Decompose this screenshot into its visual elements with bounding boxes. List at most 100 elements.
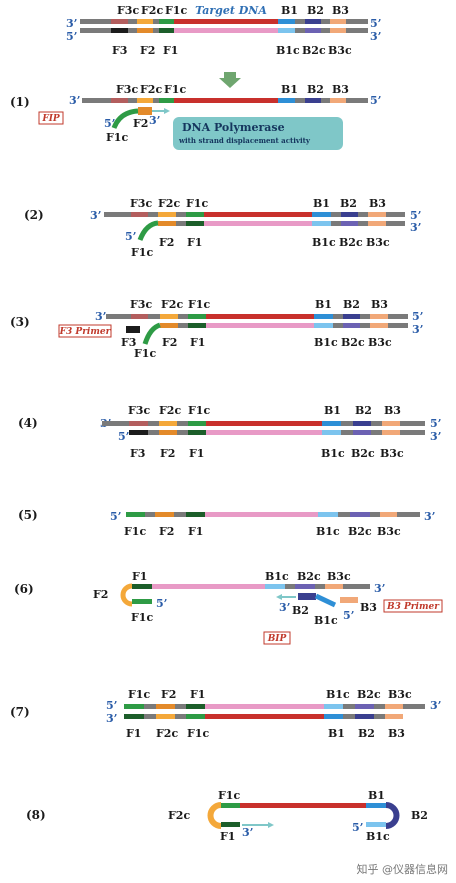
- region-label-f1c: F1c: [188, 298, 210, 311]
- region-label-b3: B3: [332, 83, 349, 96]
- region-label-f1: F1: [190, 336, 205, 349]
- strand-segment: [403, 704, 425, 709]
- f3-primer-box: [58, 324, 112, 338]
- strand-segment: [174, 19, 278, 24]
- region-label-f3: F3: [130, 447, 145, 460]
- strand-segment: [322, 430, 341, 435]
- strand-segment: [382, 421, 400, 426]
- strand-segment: [148, 212, 158, 217]
- strand-segment: [153, 28, 159, 33]
- strand-segment: [305, 19, 321, 24]
- region-label-f1c: F1c: [164, 83, 186, 96]
- strand-segment: [111, 19, 128, 24]
- f3-primer-segment: [126, 326, 140, 333]
- region-label-f1c: F1c: [134, 347, 156, 360]
- strand-segment: [341, 212, 358, 217]
- end-3: 3’: [424, 510, 435, 523]
- end-3: 3’: [412, 323, 423, 336]
- region-label-b1: B1: [368, 789, 385, 802]
- region-label-f1c: F1c: [165, 4, 187, 17]
- target-dna-title: Target DNA: [195, 4, 267, 17]
- end-3: 3’: [242, 826, 253, 839]
- strand-segment: [330, 98, 346, 103]
- region-label-f1: F1: [220, 830, 235, 843]
- strand-segment: [318, 512, 338, 517]
- strand-segment: [144, 714, 156, 719]
- region-label-f1c: F1c: [131, 246, 153, 259]
- strand-segment: [355, 714, 374, 719]
- region-label-f2: F2: [133, 117, 148, 130]
- strand-segment: [144, 704, 156, 709]
- region-label-b2: B2: [411, 809, 428, 822]
- strand-segment: [131, 212, 148, 217]
- region-label-b2: B2: [343, 298, 360, 311]
- strand-segment: [206, 430, 322, 435]
- strand-segment: [206, 323, 314, 328]
- fip-f2-segment: [138, 107, 152, 115]
- strand-segment: [124, 714, 144, 719]
- end-3: 3’: [370, 30, 381, 43]
- strand-segment: [186, 221, 204, 226]
- strand-segment: [145, 512, 155, 517]
- region-label-f2c: F2c: [156, 727, 178, 740]
- end-5: 5’: [125, 230, 136, 243]
- region-label-f3c: F3c: [116, 83, 138, 96]
- region-label-b1: B1: [324, 404, 341, 417]
- strand-segment: [159, 430, 177, 435]
- bip-b2-segment: [298, 593, 316, 600]
- strand-segment: [278, 98, 295, 103]
- strand-segment: [156, 704, 175, 709]
- strand-segment: [80, 19, 111, 24]
- strand-segment: [176, 221, 186, 226]
- strand-segment: [305, 28, 321, 33]
- region-label-b1: B1: [281, 83, 298, 96]
- strand-segment: [137, 19, 153, 24]
- strand-segment: [370, 314, 388, 319]
- strand-segment: [177, 421, 188, 426]
- end-3: 3’: [106, 712, 117, 725]
- end-3: 3’: [149, 114, 160, 127]
- strand-segment: [312, 221, 331, 226]
- region-label-f1: F1: [132, 570, 147, 583]
- strand-segment: [331, 212, 341, 217]
- region-label-f1c: F1c: [186, 197, 208, 210]
- strand-segment: [158, 212, 176, 217]
- strand-segment: [333, 323, 343, 328]
- end-5: 5’: [110, 510, 121, 523]
- strand-segment: [388, 323, 408, 328]
- strand-segment: [278, 28, 295, 33]
- strand-segment: [159, 421, 177, 426]
- strand-segment: [374, 704, 385, 709]
- strand-segment: [156, 714, 175, 719]
- strand-segment: [186, 704, 205, 709]
- strand-segment: [341, 421, 353, 426]
- region-label-f2c: F2c: [159, 404, 181, 417]
- region-label-b3c: B3c: [368, 336, 392, 349]
- strand-segment: [295, 98, 305, 103]
- region-label-b1c: B1c: [366, 830, 390, 843]
- strand-segment: [368, 221, 386, 226]
- region-label-b2: B2: [292, 604, 309, 617]
- strand-segment: [177, 430, 188, 435]
- region-label-b1c: B1c: [326, 688, 350, 701]
- strand-segment: [368, 212, 386, 217]
- strand-segment: [278, 19, 295, 24]
- region-label-b2: B2: [340, 197, 357, 210]
- region-label-f1c: F1c: [187, 727, 209, 740]
- strand-segment: [152, 584, 265, 589]
- region-label-b3: B3: [369, 197, 386, 210]
- strand-segment: [82, 98, 111, 103]
- region-label-b2c: B2c: [339, 236, 363, 249]
- polymerase-subtitle: with strand displacement activity: [178, 136, 311, 145]
- strand-segment: [158, 221, 176, 226]
- polymerase-box: [173, 117, 343, 150]
- region-label-b2c: B2c: [351, 447, 375, 460]
- strand-segment: [175, 704, 186, 709]
- end-3: 3’: [430, 430, 441, 443]
- strand-segment: [137, 28, 153, 33]
- end-5: 5’: [352, 821, 363, 834]
- step-5-label: (5): [18, 508, 38, 522]
- end-5: 5’: [430, 417, 441, 430]
- strand-segment: [132, 584, 152, 589]
- region-label-b2: B2: [307, 83, 324, 96]
